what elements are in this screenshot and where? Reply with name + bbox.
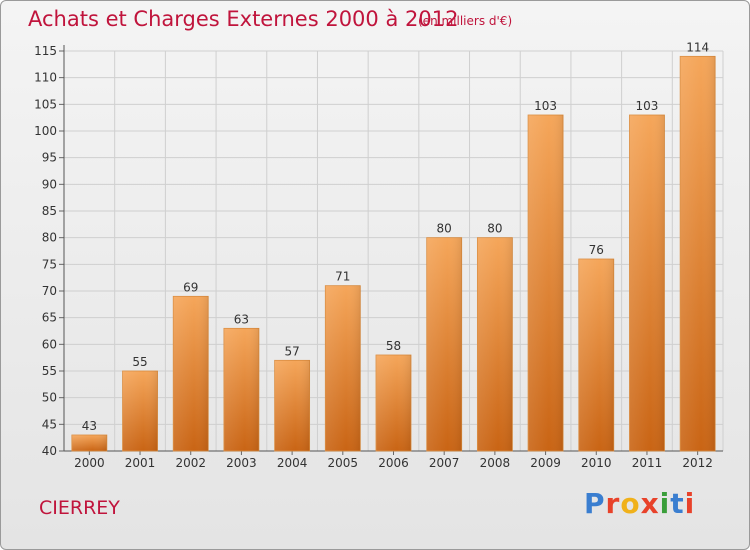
proxiti-logo: Proxiti [584, 487, 695, 520]
y-tick-label: 80 [42, 231, 57, 245]
chart-unit: (en milliers d'€) [418, 14, 513, 28]
y-tick-label: 45 [42, 417, 57, 431]
bar-value-label: 80 [437, 222, 452, 236]
logo-letter: r [605, 487, 621, 520]
bar-shade [274, 360, 310, 451]
bar-shade [578, 259, 614, 451]
y-tick-label: 40 [42, 444, 57, 458]
x-tick-label: 2004 [277, 456, 308, 470]
x-tick-label: 2003 [226, 456, 257, 470]
x-tick-label: 2006 [378, 456, 409, 470]
y-tick-label: 110 [34, 71, 57, 85]
bar-value-label: 63 [234, 312, 249, 326]
logo-letter: o [620, 487, 641, 520]
bar-value-label: 69 [183, 280, 198, 294]
y-tick-label: 70 [42, 284, 57, 298]
bar-shade [426, 237, 462, 451]
logo-letter: t [670, 487, 685, 520]
y-tick-label: 50 [42, 391, 57, 405]
y-tick-label: 100 [34, 124, 57, 138]
x-tick-label: 2007 [429, 456, 460, 470]
bar-shade [376, 355, 411, 451]
logo-letter: x [640, 487, 660, 520]
bar-value-label: 103 [636, 99, 659, 113]
bar-shade [173, 296, 209, 451]
logo-letter: i [659, 487, 671, 520]
bar-value-label: 114 [686, 40, 709, 54]
bar-value-label: 55 [132, 355, 147, 369]
bar-value-label: 43 [82, 419, 97, 433]
bar-shade [223, 328, 259, 451]
bar-shade [71, 435, 107, 451]
bar-value-label: 58 [386, 339, 401, 353]
x-tick-label: 2008 [480, 456, 511, 470]
x-tick-label: 2002 [175, 456, 206, 470]
bar-shade [629, 115, 665, 451]
logo-letter: i [684, 487, 696, 520]
x-tick-label: 2011 [632, 456, 663, 470]
x-tick-label: 2001 [125, 456, 156, 470]
bar-value-label: 57 [284, 344, 299, 358]
chart-title: Achats et Charges Externes 2000 à 2012 [28, 7, 459, 31]
bar-shade [477, 237, 513, 451]
x-tick-label: 2005 [328, 456, 359, 470]
bar-shade [325, 285, 361, 451]
y-tick-label: 75 [42, 257, 57, 271]
x-tick-label: 2010 [581, 456, 612, 470]
y-tick-label: 90 [42, 177, 57, 191]
bar-shade [122, 371, 158, 451]
logo-letter: P [584, 487, 606, 520]
bar-value-label: 71 [335, 270, 350, 284]
bar-shade [528, 115, 564, 451]
x-tick-label: 2000 [74, 456, 105, 470]
bar-value-label: 76 [589, 243, 604, 257]
y-tick-label: 85 [42, 204, 57, 218]
x-tick-label: 2012 [682, 456, 713, 470]
bar-shade [680, 56, 716, 451]
town-name: CIERREY [39, 497, 120, 519]
y-tick-label: 95 [42, 151, 57, 165]
y-tick-label: 60 [42, 337, 57, 351]
bar-value-label: 103 [534, 99, 557, 113]
y-tick-label: 55 [42, 364, 57, 378]
y-tick-label: 65 [42, 311, 57, 325]
y-tick-label: 115 [34, 44, 57, 58]
bar-value-label: 80 [487, 222, 502, 236]
x-tick-label: 2009 [530, 456, 561, 470]
y-tick-label: 105 [34, 97, 57, 111]
